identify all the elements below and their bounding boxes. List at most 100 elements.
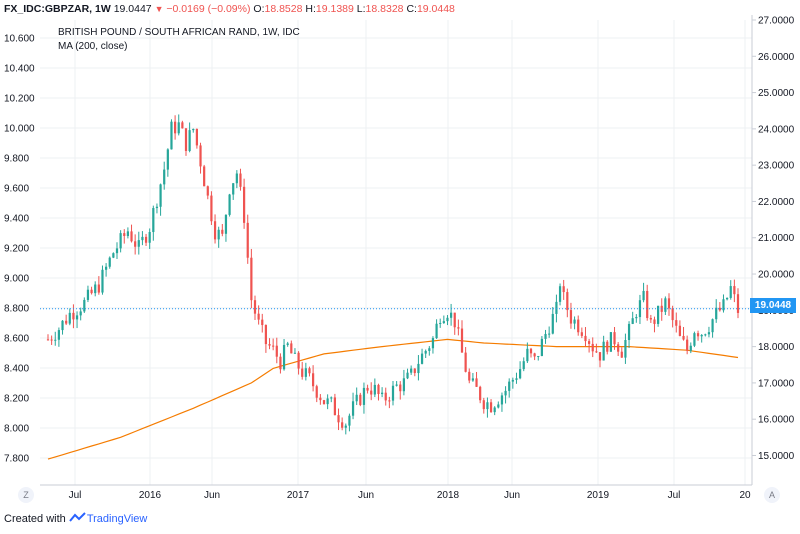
candle-body (420, 353, 424, 364)
candle-body (617, 344, 620, 352)
candle-body (126, 231, 130, 237)
candle-body (293, 352, 297, 354)
symbol-label[interactable]: FX_IDC:GBPZAR, 1W (4, 3, 111, 15)
candle-body (344, 425, 347, 428)
candle-body (108, 257, 111, 267)
candle-body (460, 328, 464, 353)
candle-body (355, 394, 358, 402)
candle-body (257, 313, 260, 320)
candle-body (228, 194, 231, 215)
left-axis-tick-label: 9.400 (4, 214, 29, 225)
candle-body (195, 128, 199, 146)
candle-body (489, 402, 493, 413)
candle-body (671, 308, 674, 321)
candle-body (290, 343, 293, 354)
right-axis-tick-label: 20.0000 (758, 270, 795, 281)
left-axis-tick-label: 8.000 (4, 424, 29, 435)
candle-body (319, 397, 322, 401)
candle-body (373, 384, 376, 395)
candle-body (511, 379, 514, 382)
candle-body (562, 286, 565, 293)
footer-credit[interactable]: Created with TradingView (4, 512, 147, 525)
candle-body (515, 378, 518, 380)
candle-body (341, 422, 344, 428)
candle-body (693, 333, 696, 346)
candle-body (362, 387, 366, 405)
right-axis-tick-label: 23.0000 (758, 161, 795, 172)
candle-body (65, 320, 68, 324)
candle-body (170, 121, 173, 150)
candle-body (428, 348, 431, 351)
candle-body (424, 350, 427, 354)
candle-body (163, 169, 166, 185)
indicator-label[interactable]: MA (200, close) (58, 41, 128, 52)
candle-body (591, 343, 594, 352)
candle-body (272, 345, 275, 347)
candle-body (453, 312, 456, 328)
candle-body (173, 121, 177, 134)
candle-body (468, 371, 471, 381)
candle-body (57, 330, 61, 340)
right-axis-tick-label: 22.0000 (758, 197, 795, 208)
candle-body (449, 312, 453, 318)
candle-body (486, 402, 489, 410)
candle-body (384, 392, 387, 401)
candle-body (631, 318, 634, 324)
last-price-badge: 19.0448 (750, 298, 796, 313)
candle-body (72, 312, 75, 320)
x-axis-tick-label: 2016 (139, 490, 162, 501)
candle-body (431, 338, 435, 349)
candle-body (242, 186, 246, 223)
left-axis-tick-label: 10.200 (4, 94, 35, 105)
candle-body (620, 351, 623, 358)
candle-body (587, 341, 591, 344)
candle-body (192, 128, 195, 131)
down-triangle-icon: ▼ (154, 4, 164, 14)
candle-body (348, 415, 351, 426)
candle-body (475, 378, 478, 387)
candle-body (584, 335, 587, 342)
candle-body (388, 400, 391, 402)
candle-body (417, 363, 420, 374)
candle-body (479, 386, 482, 401)
x-axis-tick-label: Jun (204, 490, 220, 501)
candle-body (206, 186, 209, 196)
candle-body (83, 299, 86, 312)
candle-body (253, 300, 257, 314)
candle-body (722, 299, 725, 311)
close-short-value: 19.0448 (416, 3, 455, 15)
left-axis-tick-label: 9.200 (4, 244, 29, 255)
candle-body (86, 289, 90, 300)
candle-body (540, 338, 544, 356)
left-axis-tick-label: 8.200 (4, 394, 29, 405)
x-axis-tick-label: 20 (739, 490, 751, 501)
candle-body (279, 356, 282, 370)
right-axis-tick-label: 21.0000 (758, 233, 795, 244)
candle-body (609, 332, 613, 352)
candle-body (101, 269, 104, 293)
candle-body (199, 145, 202, 167)
candle-body (686, 339, 689, 351)
candle-body (696, 333, 700, 337)
candle-body (406, 372, 409, 379)
auto-scale-icon[interactable]: A (764, 487, 780, 503)
candle-body (213, 221, 217, 240)
candle-body (141, 236, 144, 241)
zoom-reset-icon[interactable]: Z (18, 487, 34, 503)
candle-body (68, 312, 71, 324)
candle-body (471, 378, 475, 381)
candle-body (322, 400, 326, 405)
x-axis-tick-label: Jun (504, 490, 520, 501)
candle-body (555, 301, 558, 314)
candle-body (177, 122, 180, 134)
candle-body (304, 368, 307, 377)
candle-body (682, 335, 685, 340)
candle-body (675, 320, 678, 326)
x-axis-tick-label: Jul (69, 490, 82, 501)
candle-body (210, 195, 213, 222)
left-axis-tick-label: 9.000 (4, 274, 29, 285)
candle-body (704, 334, 707, 336)
candle-body (137, 240, 140, 247)
candle-body (123, 233, 126, 237)
